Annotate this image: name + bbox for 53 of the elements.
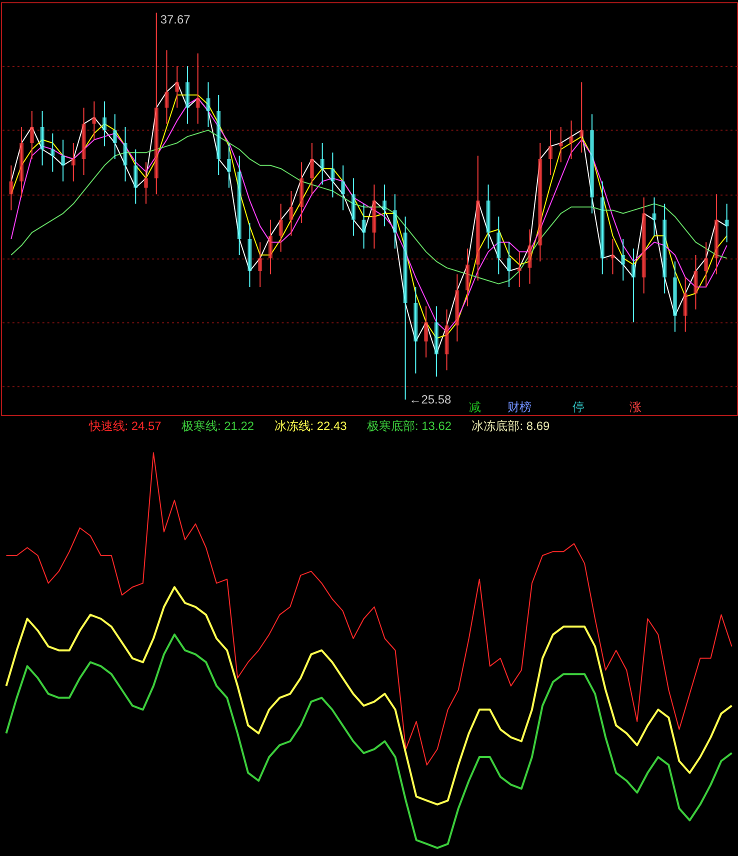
candlestick bbox=[144, 162, 148, 204]
text: 冰冻线: 22.43 bbox=[274, 418, 347, 433]
candlestick bbox=[289, 190, 294, 236]
candlestick bbox=[40, 110, 44, 166]
candlestick bbox=[330, 152, 335, 198]
candlestick bbox=[558, 126, 563, 163]
candlestick bbox=[580, 82, 584, 154]
candlestick bbox=[610, 238, 615, 275]
candlestick bbox=[704, 242, 708, 288]
candlestick bbox=[362, 203, 366, 250]
text: 冰冻底部: 8.69 bbox=[472, 418, 550, 433]
annotation: ←25.58 bbox=[409, 392, 452, 407]
candlestick bbox=[92, 100, 96, 140]
candlestick bbox=[112, 114, 117, 160]
candlestick bbox=[724, 203, 729, 243]
candlestick bbox=[102, 100, 107, 147]
candlestick bbox=[694, 254, 698, 310]
annotation: 涨 bbox=[630, 400, 642, 414]
candlestick bbox=[226, 142, 231, 188]
annotation: 减 bbox=[468, 400, 481, 414]
candlestick bbox=[50, 132, 55, 172]
candlestick bbox=[382, 184, 387, 227]
text: 快速线: 24.57 bbox=[88, 418, 162, 433]
annotation: 37.67 bbox=[160, 12, 191, 27]
annotation: 停 bbox=[572, 400, 585, 414]
candlestick bbox=[341, 164, 346, 211]
candlestick bbox=[9, 164, 14, 211]
candlestick bbox=[652, 196, 656, 236]
candlestick bbox=[683, 276, 688, 332]
candlestick bbox=[507, 242, 512, 288]
candlestick bbox=[621, 238, 626, 282]
candlestick bbox=[320, 142, 324, 186]
candlestick bbox=[196, 52, 200, 124]
candlestick bbox=[517, 251, 522, 288]
candlestick bbox=[71, 142, 76, 182]
candlestick bbox=[528, 228, 532, 284]
candlestick bbox=[548, 130, 553, 176]
text: 极寒底部: 13.62 bbox=[366, 418, 452, 433]
candlestick bbox=[278, 203, 283, 252]
candlestick bbox=[30, 110, 34, 160]
candlestick bbox=[424, 306, 428, 358]
candlestick bbox=[61, 139, 66, 182]
candlestick bbox=[631, 248, 636, 323]
candlestick bbox=[175, 66, 180, 108]
candlestick bbox=[310, 142, 314, 195]
candlestick bbox=[268, 219, 272, 275]
candlestick bbox=[134, 148, 138, 204]
annotation: 财榜 bbox=[507, 400, 532, 414]
candlestick bbox=[206, 82, 210, 128]
text: 极寒线: 21.22 bbox=[182, 418, 254, 433]
candlestick bbox=[258, 242, 262, 288]
candlestick bbox=[392, 194, 397, 250]
candlestick bbox=[123, 126, 128, 182]
